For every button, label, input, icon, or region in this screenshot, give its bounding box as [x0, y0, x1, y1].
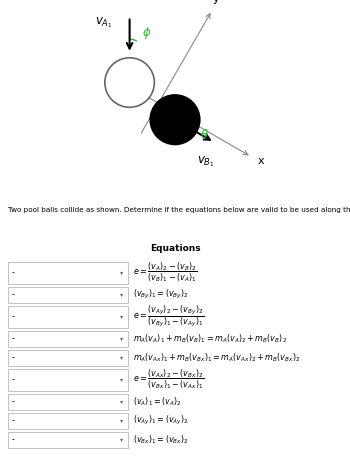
Bar	[8, 331, 128, 347]
Bar	[8, 413, 128, 429]
Text: $(v_{By})_1=(v_{By})_2$: $(v_{By})_1=(v_{By})_2$	[133, 288, 189, 301]
Bar	[8, 306, 128, 328]
Circle shape	[150, 95, 200, 144]
Text: ▾: ▾	[120, 418, 124, 423]
Text: $(v_{Ay})_1=(v_{Ay})_2$: $(v_{Ay})_1=(v_{Ay})_2$	[133, 414, 189, 427]
Text: ▾: ▾	[120, 292, 124, 297]
Text: -: -	[12, 353, 15, 362]
Text: Two pool balls collide as shown. Determine if the equations below are valid to b: Two pool balls collide as shown. Determi…	[8, 207, 350, 213]
Text: $e = \dfrac{(v_{A})_2-(v_{B})_2}{(v_{B})_1-(v_{A})_1}$: $e = \dfrac{(v_{A})_2-(v_{B})_2}{(v_{B})…	[133, 261, 197, 284]
Text: $\phi$: $\phi$	[142, 25, 151, 41]
Text: ▾: ▾	[120, 336, 124, 341]
Text: ▾: ▾	[120, 314, 124, 319]
Text: ▾: ▾	[120, 355, 124, 360]
Text: ▾: ▾	[120, 399, 124, 404]
Text: $v_{A_1}$: $v_{A_1}$	[96, 15, 113, 30]
Text: $m_A(v_{Ax})_1+m_B(v_{Bx})_1=m_A(v_{Ax})_2+m_B(v_{Bx})_2$: $m_A(v_{Ax})_1+m_B(v_{Bx})_1=m_A(v_{Ax})…	[133, 351, 300, 364]
Text: $e = \dfrac{(v_{Ax})_2-(v_{Bx})_2}{(v_{Bx})_1-(v_{Ax})_1}$: $e = \dfrac{(v_{Ax})_2-(v_{Bx})_2}{(v_{B…	[133, 368, 204, 392]
Text: -: -	[12, 435, 15, 444]
Text: y: y	[213, 0, 219, 4]
Text: -: -	[12, 397, 15, 406]
Text: $\theta$: $\theta$	[200, 128, 209, 141]
Bar	[8, 287, 128, 303]
Bar	[8, 393, 128, 409]
Text: -: -	[12, 375, 15, 384]
Bar	[8, 350, 128, 366]
Text: ▾: ▾	[120, 437, 124, 442]
Bar	[8, 369, 128, 391]
Text: -: -	[12, 334, 15, 343]
Circle shape	[105, 58, 154, 107]
Text: $(v_{Bx})_1=(v_{Bx})_2$: $(v_{Bx})_1=(v_{Bx})_2$	[133, 433, 189, 446]
Text: -: -	[12, 290, 15, 299]
Text: $(v_A)_1=(v_A)_2$: $(v_A)_1=(v_A)_2$	[133, 395, 182, 408]
Bar	[8, 262, 128, 284]
Text: -: -	[12, 268, 15, 277]
Text: ▾: ▾	[120, 270, 124, 275]
Text: x: x	[258, 156, 264, 166]
Text: -: -	[12, 416, 15, 425]
Bar	[8, 431, 128, 448]
Text: Equations: Equations	[150, 244, 200, 253]
Text: $m_A(v_A)_1+m_B(v_B)_1=m_A(v_A)_2+m_B(v_B)_2$: $m_A(v_A)_1+m_B(v_B)_1=m_A(v_A)_2+m_B(v_…	[133, 333, 287, 345]
Text: -: -	[12, 312, 15, 321]
Text: $e = \dfrac{(v_{Ay})_2-(v_{By})_2}{(v_{By})_1-(v_{Ay})_1}$: $e = \dfrac{(v_{Ay})_2-(v_{By})_2}{(v_{B…	[133, 304, 204, 329]
Text: $v_{B_1}$: $v_{B_1}$	[197, 155, 215, 169]
Text: ▾: ▾	[120, 377, 124, 382]
